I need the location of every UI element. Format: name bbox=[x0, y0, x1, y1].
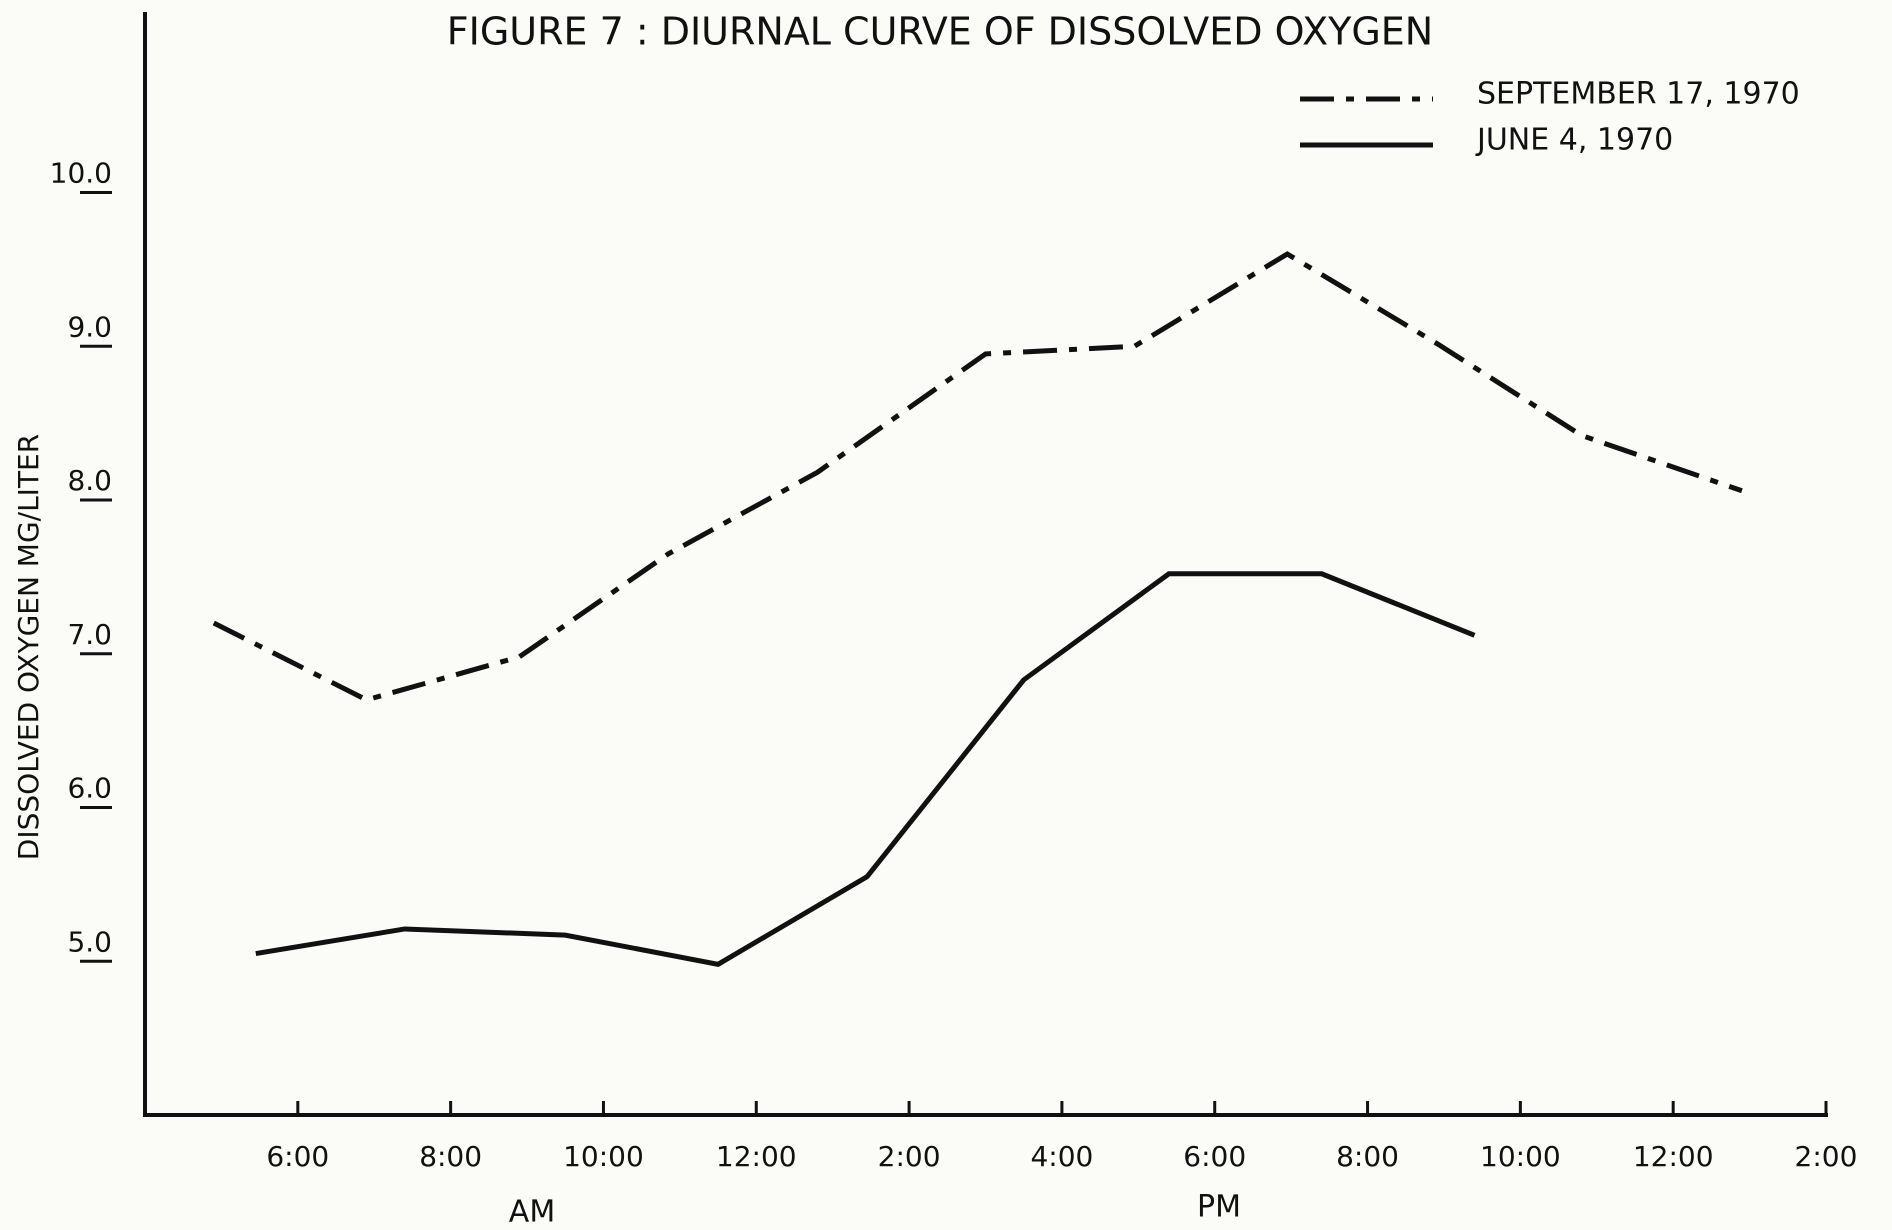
chart-title: FIGURE 7 : DIURNAL CURVE OF DISSOLVED OX… bbox=[447, 10, 1433, 54]
y-tick-label: 7.0 bbox=[67, 618, 112, 651]
x-tick-label: 2:00 bbox=[1795, 1140, 1858, 1173]
y-axis-label: DISSOLVED OXYGEN MG/LITER bbox=[12, 434, 45, 860]
am-label: AM bbox=[509, 1195, 555, 1230]
x-tick-label: 8:00 bbox=[1336, 1140, 1399, 1173]
y-tick-label: 8.0 bbox=[67, 464, 112, 497]
x-tick-label: 6:00 bbox=[266, 1140, 329, 1173]
x-tick-label: 4:00 bbox=[1030, 1140, 1093, 1173]
x-tick-label: 8:00 bbox=[419, 1140, 482, 1173]
x-tick-label: 12:00 bbox=[1633, 1140, 1714, 1173]
series-line bbox=[255, 571, 1476, 967]
x-tick-label: 6:00 bbox=[1183, 1140, 1246, 1173]
series-line bbox=[212, 251, 1743, 703]
x-tick-label: 2:00 bbox=[878, 1140, 941, 1173]
y-tick-label: 5.0 bbox=[67, 925, 112, 958]
legend-label: SEPTEMBER 17, 1970 bbox=[1477, 77, 1800, 112]
x-tick-label: 10:00 bbox=[563, 1140, 644, 1173]
y-tick-label: 6.0 bbox=[67, 772, 112, 805]
y-tick-label: 10.0 bbox=[50, 157, 112, 190]
x-tick-label: 12:00 bbox=[716, 1140, 797, 1173]
x-tick-label: 10:00 bbox=[1480, 1140, 1561, 1173]
legend-label: JUNE 4, 1970 bbox=[1475, 123, 1673, 158]
y-tick-label: 9.0 bbox=[67, 310, 112, 343]
pm-label: PM bbox=[1197, 1190, 1241, 1225]
